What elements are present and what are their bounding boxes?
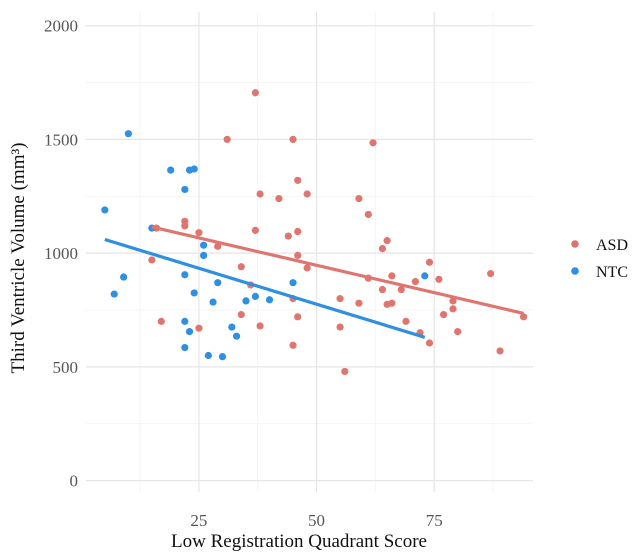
asd-point [425, 339, 434, 347]
asd-point [336, 295, 344, 303]
legend: ASD NTC [571, 237, 628, 281]
asd-trend-line [151, 225, 524, 315]
legend-key-ntc [571, 267, 579, 275]
ntc-point [209, 298, 217, 306]
ntc-point [204, 351, 212, 360]
ntc-point [242, 297, 250, 305]
asd-point [256, 322, 264, 330]
asd-point [284, 232, 292, 240]
ntc-point [190, 289, 198, 297]
ntc-point [265, 296, 274, 304]
asd-point [237, 263, 245, 271]
asd-point [397, 285, 405, 294]
ntc-point [181, 343, 189, 352]
asd-point [214, 242, 222, 250]
y-axis-title: Third Ventricle Volume (mm³) [8, 142, 29, 373]
series-asd [148, 89, 528, 376]
asd-point [378, 285, 387, 294]
x-tick-label: 75 [426, 511, 443, 530]
ntc-point [101, 206, 109, 214]
axis-ticks: 25 50 75 0 500 1000 1500 2000 [44, 17, 443, 530]
asd-point [303, 190, 311, 198]
ntc-point [120, 273, 128, 281]
asd-point [369, 139, 377, 147]
ntc-point [214, 279, 222, 287]
asd-point [355, 299, 363, 307]
asd-point [336, 323, 344, 331]
ntc-point [200, 241, 208, 249]
ntc-point [110, 290, 118, 298]
asd-point [402, 317, 410, 325]
legend-label-asd: ASD [596, 237, 628, 254]
asd-point [251, 89, 259, 97]
asd-point [449, 305, 457, 313]
grid [86, 12, 533, 492]
asd-point [388, 299, 396, 307]
asd-point [148, 256, 156, 264]
asd-point [289, 341, 297, 349]
asd-point [388, 272, 396, 280]
ntc-point [200, 251, 208, 260]
asd-point [519, 313, 528, 321]
ntc-point [181, 317, 189, 325]
ntc-point [181, 271, 189, 279]
asd-point [294, 176, 302, 184]
asd-point [294, 227, 302, 236]
ntc-point [228, 323, 236, 331]
y-tick-label: 1000 [44, 244, 78, 263]
asd-point [157, 317, 165, 325]
asd-point [449, 297, 457, 305]
y-tick-label: 2000 [44, 17, 78, 36]
x-tick-label: 25 [190, 511, 207, 530]
y-tick-label: 500 [53, 358, 79, 377]
asd-point [383, 237, 391, 245]
asd-point [181, 222, 189, 230]
ntc-point [190, 165, 198, 173]
asd-point [289, 135, 297, 143]
asd-point [294, 251, 302, 260]
asd-point [195, 324, 203, 332]
asd-point [275, 194, 283, 203]
ntc-point [289, 279, 297, 287]
asd-point [251, 226, 259, 234]
ntc-point [218, 353, 227, 361]
asd-point [487, 270, 495, 278]
asd-point [355, 194, 363, 203]
ntc-point [232, 332, 241, 340]
ntc-trend-line [104, 237, 426, 339]
ntc-point [167, 166, 175, 174]
asd-point [256, 190, 264, 198]
asd-point [364, 210, 372, 219]
ntc-point [124, 130, 132, 138]
x-tick-label: 50 [308, 511, 325, 530]
asd-point [303, 264, 311, 272]
ntc-point [251, 292, 259, 300]
asd-point [454, 328, 462, 336]
asd-point [195, 229, 203, 237]
asd-point [294, 313, 302, 321]
asd-point [411, 277, 419, 286]
asd-point [341, 367, 349, 376]
legend-key-asd [571, 240, 579, 248]
asd-point [378, 244, 387, 253]
series-ntc [101, 130, 429, 361]
y-tick-label: 0 [70, 472, 79, 491]
y-tick-label: 1500 [44, 130, 78, 149]
plot-area [101, 89, 528, 376]
ntc-point [421, 272, 429, 280]
legend-label-ntc: NTC [596, 264, 628, 281]
asd-point [496, 347, 504, 355]
asd-point [440, 310, 448, 319]
x-axis-title: Low Registration Quadrant Score [171, 531, 427, 552]
ntc-point [185, 328, 194, 336]
ntc-point [181, 185, 189, 194]
asd-point [425, 258, 434, 266]
asd-point [435, 275, 443, 283]
asd-point [223, 135, 231, 143]
asd-point [237, 310, 245, 319]
